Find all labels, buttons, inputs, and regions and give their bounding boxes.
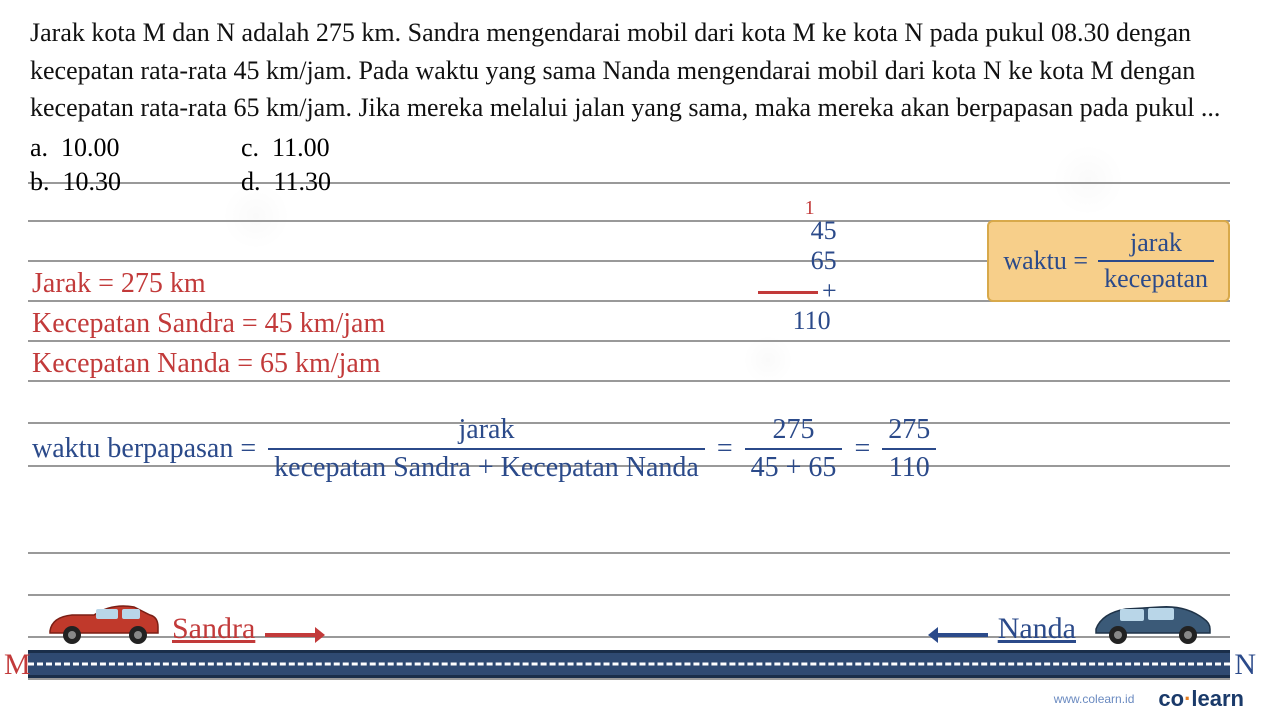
addition-work: 1 45 65 + 110 xyxy=(758,200,837,336)
meeting-lhs: waktu berpapasan = xyxy=(32,433,256,465)
city-m-label: M xyxy=(4,648,31,682)
work-jarak: Jarak = 275 km xyxy=(32,268,206,300)
meeting-den1: kecepatan Sandra + Kecepatan Nanda xyxy=(268,450,705,484)
choice-d: d. 11.30 xyxy=(241,167,331,197)
road-diagram: Sandra Nanda M N xyxy=(28,650,1230,678)
meeting-eq2: = xyxy=(854,433,870,465)
choices: a. 10.00 b. 10.30 c. 11.00 d. 11.30 xyxy=(30,133,1250,197)
footer: www.colearn.id co·learn xyxy=(1054,686,1244,712)
formula-denominator: kecepatan xyxy=(1098,262,1214,294)
city-n-label: N xyxy=(1234,648,1256,682)
addition-sum: 110 xyxy=(793,306,837,336)
arrow-right-icon xyxy=(265,625,325,650)
choice-a: a. 10.00 xyxy=(30,133,121,163)
work-nanda-speed: Kecepatan Nanda = 65 km/jam xyxy=(32,348,381,380)
choice-c: c. 11.00 xyxy=(241,133,331,163)
addition-n1: 45 xyxy=(811,216,837,246)
choice-b: b. 10.30 xyxy=(30,167,121,197)
meeting-equation: waktu berpapasan = jarak kecepatan Sandr… xyxy=(32,414,936,484)
meeting-num2: 275 xyxy=(767,414,821,448)
nanda-label: Nanda xyxy=(998,612,1076,650)
meeting-den2: 45 + 65 xyxy=(745,450,843,484)
footer-url: www.colearn.id xyxy=(1054,692,1135,706)
problem-text: Jarak kota M dan N adalah 275 km. Sandra… xyxy=(30,14,1250,127)
car-blue-icon xyxy=(1086,595,1216,650)
meeting-num1: jarak xyxy=(453,414,521,448)
car-red-icon xyxy=(42,597,162,650)
addition-carry: 1 xyxy=(805,200,837,216)
work-sandra-speed: Kecepatan Sandra = 45 km/jam xyxy=(32,308,385,340)
formula-numerator: jarak xyxy=(1124,228,1188,260)
sandra-label: Sandra xyxy=(172,612,255,650)
addition-n2: 65 xyxy=(811,246,837,276)
arrow-left-icon xyxy=(928,625,988,650)
road xyxy=(28,650,1230,678)
formula-box: waktu = jarak kecepatan xyxy=(987,220,1230,302)
meeting-eq1: = xyxy=(717,433,733,465)
addition-op: + xyxy=(822,276,837,306)
footer-logo: co·learn xyxy=(1158,686,1244,712)
meeting-num3: 275 xyxy=(882,414,936,448)
meeting-den3: 110 xyxy=(883,450,936,484)
formula-lhs: waktu = xyxy=(1003,246,1088,276)
